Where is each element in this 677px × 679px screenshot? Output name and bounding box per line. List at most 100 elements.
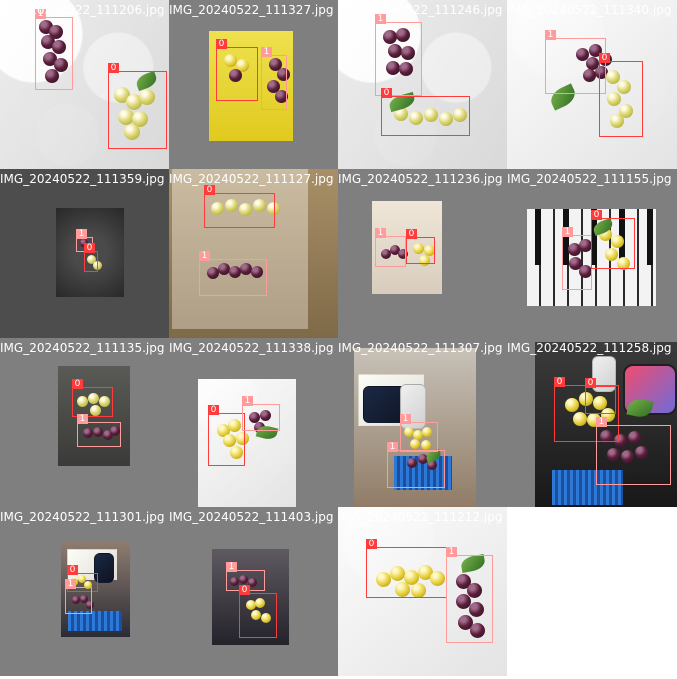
tile-12-yellow-grape — [593, 396, 607, 410]
tile-3-green-grape — [394, 107, 408, 121]
tile-10-yellow-grape — [217, 424, 230, 437]
mosaic-tile-5: IMG_20240522_111359.jpg 1 0 — [0, 169, 169, 338]
tile-9-red-grape — [110, 426, 120, 436]
tile-4-green-grape — [617, 80, 631, 94]
tile-1-green-grape — [126, 94, 142, 110]
tile-1-red-grape — [43, 52, 57, 66]
tile-6-green-grape — [253, 199, 266, 212]
tile-10-yellow-grape — [223, 434, 236, 447]
tile-4-label-1: 1 — [545, 30, 556, 40]
tile-10-yellow-grape — [228, 419, 241, 432]
tile-2-yellow-grape — [224, 54, 237, 67]
tile-8-red-grape — [568, 243, 581, 256]
tile-2-red-grape — [275, 90, 288, 103]
tile-7-yellow-grape — [419, 255, 430, 266]
tile-4-green-grape — [619, 104, 633, 118]
tile-9-bbox-0: 0 — [72, 379, 113, 417]
tile-11-label-1b: 1 — [387, 442, 398, 452]
tile-7-red-grape — [398, 249, 408, 259]
tile-15-bbox-0: 0 — [366, 539, 447, 598]
tile-1-red-grape — [49, 25, 63, 39]
tile-11-yellow-grape — [421, 440, 431, 450]
tile-3-red-grape — [399, 62, 413, 76]
tile-11-red-grape — [418, 454, 428, 464]
tile-11-label-1a: 1 — [400, 414, 411, 424]
tile-15-label-1: 1 — [446, 547, 457, 557]
tile-1-green-grape — [118, 109, 134, 125]
tile-3-green-grape — [424, 108, 438, 122]
tile-15-red-grape — [456, 574, 471, 589]
tile-7-bbox-1: 1 — [375, 228, 406, 267]
tile-1-green-grape — [124, 124, 140, 140]
tile-6-green-grape — [267, 202, 280, 215]
tile-6-photo — [169, 169, 338, 338]
tile-6-bbox-0: 0 — [204, 185, 275, 228]
tile-12-label-0b: 0 — [585, 378, 596, 388]
tile-9-green-grape — [90, 405, 101, 416]
tile-10-red-grape — [260, 410, 271, 421]
tile-12-label-1: 1 — [596, 417, 607, 427]
tile-1-caption: IMG_20240522_111206.jpg — [0, 3, 165, 17]
tile-1-label-0: 0 — [108, 63, 119, 73]
tile-13-yellow-grape — [84, 581, 92, 589]
tile-6-red-grape — [251, 266, 263, 278]
tile-10-yellow-grape — [230, 446, 243, 459]
tile-15-yellow-grape — [390, 566, 405, 581]
tile-12-yellow-grape — [579, 392, 593, 406]
mosaic-tile-12: IMG_20240522_111258.jpg 0 0 1 — [507, 338, 677, 507]
tile-2-red-grape — [229, 69, 242, 82]
tile-8-red-grape — [579, 239, 592, 252]
tile-3-green-grape — [409, 111, 423, 125]
tile-10-bbox-0: 0 — [208, 405, 245, 466]
tile-8-bbox-0: 0 — [591, 210, 635, 269]
mosaic-tile-3: IMG_20240522_111246.jpg 1 0 — [338, 0, 507, 169]
tile-4-red-grape — [586, 57, 599, 70]
tile-6-label-0: 0 — [204, 185, 215, 195]
tile-9-green-grape — [77, 396, 88, 407]
tile-12-bbox-0b: 0 — [585, 378, 616, 414]
tile-13-label-1: 1 — [65, 579, 76, 589]
tile-14-label-1: 1 — [226, 562, 237, 572]
tile-7-red-grape — [390, 245, 400, 255]
tile-14-yellow-grape — [246, 600, 256, 610]
tile-4-red-grape — [576, 48, 589, 61]
tile-9-label-0: 0 — [72, 379, 83, 389]
tile-2-red-grape — [269, 58, 282, 71]
tile-7-yellow-grape — [424, 245, 435, 256]
tile-12-yellow-grape — [565, 398, 579, 412]
tile-5-label-0: 0 — [84, 243, 95, 253]
tile-11-yellow-grape — [422, 427, 432, 437]
tile-14-caption: IMG_20240522_111403.jpg — [169, 510, 334, 524]
tile-6-caption: IMG_20240522_111127.jpg — [169, 172, 334, 186]
tile-4-caption: IMG_20240522_111340.jpg — [507, 3, 672, 17]
tile-11-bbox-1a: 1 — [400, 414, 438, 452]
tile-11-caption: IMG_20240522_111307.jpg — [338, 341, 503, 355]
tile-8-bbox-1: 1 — [562, 227, 592, 290]
tile-13-yellow-grape — [78, 575, 86, 583]
tile-15-yellow-grape — [418, 565, 433, 580]
tile-11-red-grape — [407, 458, 417, 468]
tile-6-green-grape — [211, 202, 224, 215]
tile-1-green-grape — [139, 89, 155, 105]
tile-4-photo — [507, 0, 677, 169]
tile-1-red-grape — [41, 35, 55, 49]
tile-10-red-grape — [249, 412, 260, 423]
tile-11-yellow-grape — [410, 439, 420, 449]
tile-9-label-1: 1 — [77, 414, 88, 424]
tile-12-bbox-1: 1 — [596, 417, 671, 485]
tile-10-label-0: 0 — [208, 405, 219, 415]
tile-3-label-1: 1 — [375, 14, 386, 24]
tile-4-label-0: 0 — [599, 53, 610, 63]
tile-6-red-grape — [207, 267, 219, 279]
tile-1-bbox-1: 1 — [35, 9, 73, 90]
tile-4-green-grape — [607, 92, 621, 106]
tile-13-red-grape — [80, 595, 88, 603]
tile-9-caption: IMG_20240522_111135.jpg — [0, 341, 165, 355]
tile-12-red-grape — [628, 431, 641, 444]
mosaic-tile-2: IMG_20240522_111327.jpg 0 1 — [169, 0, 338, 169]
mosaic-tile-15: IMG_20240522_111212.jpg 0 1 — [338, 507, 507, 676]
tile-3-red-grape — [388, 44, 402, 58]
tile-1-red-grape — [54, 58, 68, 72]
tile-7-red-grape — [381, 249, 391, 259]
